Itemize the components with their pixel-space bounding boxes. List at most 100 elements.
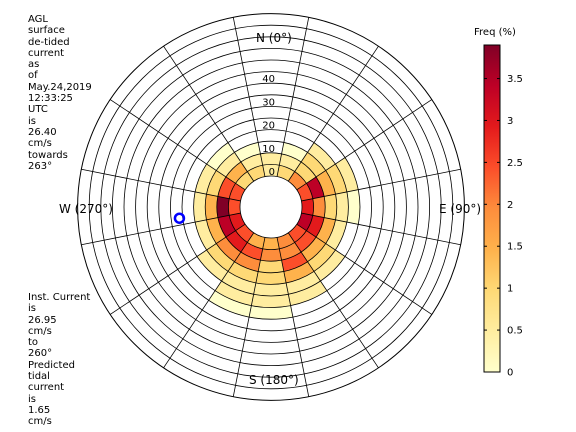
ring-circle (239, 175, 303, 239)
rose-cell (262, 237, 280, 250)
ring-circle (146, 82, 396, 332)
info-top-line: surface (28, 25, 65, 37)
info-top-line: towards (28, 149, 68, 161)
info-top-line: 12:33:25 (28, 93, 73, 105)
rose-cell (283, 261, 315, 283)
rose-cell (281, 142, 308, 162)
rose-cell (240, 242, 263, 261)
rose-cell (234, 252, 261, 272)
rose-cell (205, 194, 218, 220)
colorbar-tick-label: 0.5 (507, 326, 523, 337)
north-label: N (0°) (256, 31, 292, 45)
rose-cell (288, 281, 327, 306)
spoke-line (276, 237, 310, 397)
rose-cell (301, 198, 314, 216)
colorbar-tick-label: 2.5 (507, 158, 523, 169)
spoke-line (232, 17, 266, 177)
info-bottom-line: Inst. Current (28, 292, 91, 303)
radial-tick-label: 10 (262, 144, 275, 155)
rose-cell (312, 196, 326, 218)
rose-cell (286, 271, 321, 295)
colorbar-title: Freq (%) (474, 27, 516, 38)
info-top-line: May.24,2019 (28, 81, 92, 93)
radial-tick-label: 30 (262, 97, 275, 108)
rose-cell (294, 161, 317, 184)
rose-cell (335, 191, 349, 223)
rose-cell (208, 290, 252, 318)
rose-cell (251, 294, 291, 308)
radial-tick-label: 20 (262, 121, 275, 132)
spoke-line (109, 99, 246, 191)
rose-cell (281, 252, 308, 272)
ring-circle (88, 24, 454, 390)
rose-cell (335, 157, 359, 192)
ring-grid (77, 13, 465, 401)
info-bottom-line: 260° (28, 348, 53, 360)
rose-cell (225, 230, 248, 253)
rose-cell (217, 215, 236, 238)
rose-cell (288, 224, 307, 243)
rose-cell (255, 271, 287, 285)
spoke-line (81, 168, 241, 202)
rose-cell (217, 176, 236, 199)
rose-cell (279, 242, 302, 261)
colorbar-tick-label: 1 (507, 284, 513, 295)
rose-cell (195, 163, 217, 195)
current-info-bottom: Inst. Current is 26.95 cm/s to 260° Predicted t… (28, 292, 100, 428)
info-bottom-line: 1.65 (28, 404, 51, 416)
ring-circle (123, 59, 419, 355)
info-top-line: is (28, 115, 36, 127)
rose-cell (288, 171, 307, 190)
spoke-line (163, 232, 255, 369)
rose-cell (346, 189, 360, 225)
info-bottom-line: is (28, 303, 36, 315)
info-top-line: de-tided (28, 36, 70, 48)
info-top-line: 263° (28, 160, 53, 172)
ring-circle (158, 94, 384, 320)
radial-tick-label: 40 (262, 74, 275, 85)
rose-cell (253, 282, 289, 296)
rose-cell (216, 152, 241, 177)
info-top-line: of (28, 70, 38, 82)
ring-circle (181, 117, 361, 297)
info-bottom-line: cm/s (28, 416, 52, 428)
info-top-line: 26.40 (28, 126, 57, 138)
ring-circle (111, 47, 431, 367)
rose-cell (249, 305, 293, 320)
rose-cell (235, 171, 254, 190)
ring-circle (193, 129, 349, 285)
info-bottom-line: 26.95 (28, 314, 57, 326)
info-top-line: cm/s (28, 138, 52, 150)
spoke-line (81, 212, 241, 246)
ring-circle (77, 13, 465, 401)
info-top-line: as (28, 59, 40, 71)
rose-cell (306, 215, 325, 238)
info-bottom-line: Predicted (28, 359, 75, 371)
spoke-line (301, 168, 461, 202)
rose-cell (258, 260, 284, 273)
info-top-line: current (28, 47, 65, 59)
rose-cell (260, 248, 282, 262)
rose-cell (221, 271, 256, 295)
rose-cell (206, 243, 235, 272)
ring-circle (169, 106, 372, 308)
rose-cell (234, 142, 261, 162)
info-bottom-line: to (28, 337, 39, 349)
current-marker (173, 212, 186, 224)
rose-cell (206, 142, 235, 171)
spoke-line (296, 223, 433, 315)
rose-cell (215, 281, 254, 306)
rose-cell (324, 194, 337, 220)
rose-cell (193, 191, 207, 223)
rose-cell (306, 176, 325, 199)
ring-circle (216, 152, 326, 262)
ring-circle (135, 71, 407, 343)
rose-cell (325, 163, 347, 195)
rose-cell (316, 217, 336, 244)
spoke-line (287, 232, 379, 369)
west-label: W (270°) (59, 202, 113, 216)
rose-cell (279, 153, 302, 172)
info-bottom-line: is (28, 393, 36, 405)
rose-cell (195, 219, 217, 251)
